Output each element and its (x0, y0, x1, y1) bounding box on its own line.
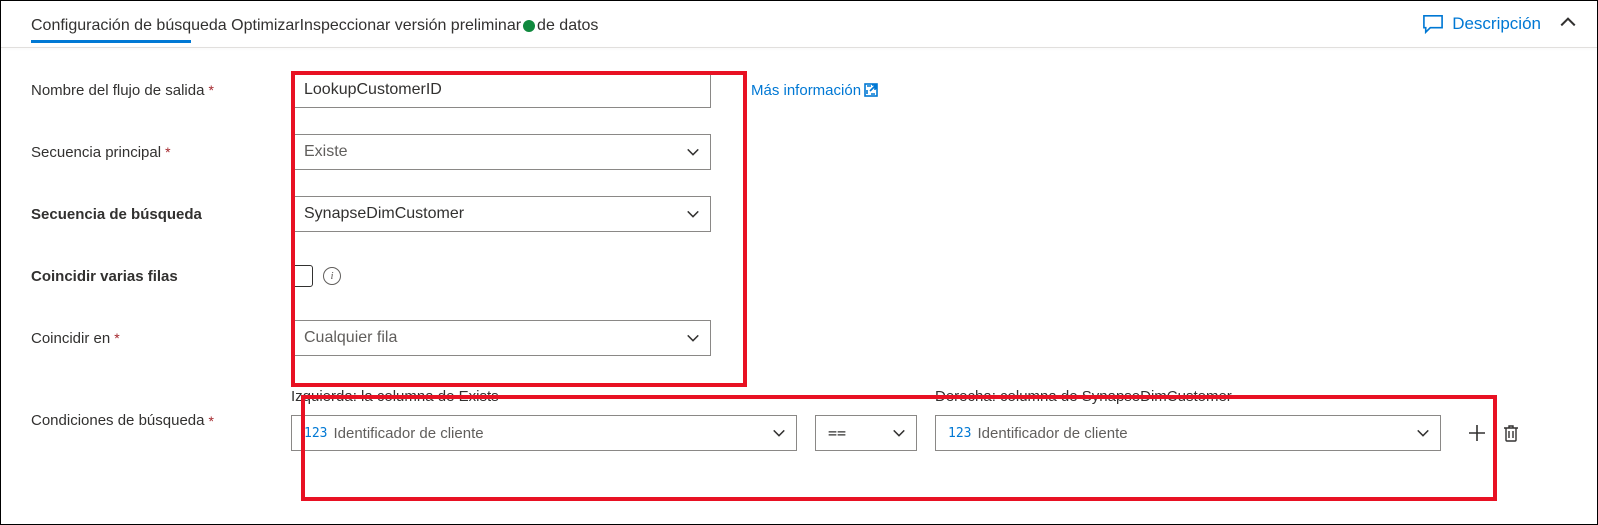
chevron-down-icon (686, 331, 700, 345)
primary-stream-select[interactable]: Existe (291, 134, 711, 170)
required-mark: * (208, 82, 213, 98)
match-on-select[interactable]: Cualquier fila (291, 320, 711, 356)
required-mark: * (208, 413, 213, 429)
comment-icon (1422, 14, 1444, 34)
active-tab-underline (31, 40, 191, 43)
label-text: Coincidir varias filas (31, 268, 178, 285)
row-output-stream-name: Nombre del flujo de salida * Más informa… (31, 68, 1567, 112)
more-info-link[interactable]: Más información (751, 82, 879, 99)
tab-optimize[interactable]: Optimizar (231, 11, 299, 41)
trash-icon (1502, 423, 1520, 443)
label-primary-stream: Secuencia principal * (31, 144, 291, 161)
label-match-multiple: Coincidir varias filas (31, 268, 291, 285)
label-text: Nombre del flujo de salida (31, 82, 204, 99)
label-lookup-stream: Secuencia de búsqueda (31, 206, 291, 223)
top-right-actions: Descripción (1422, 13, 1577, 34)
chevron-down-icon (1416, 426, 1430, 440)
left-column-select[interactable]: 123 Identificador de cliente (291, 415, 797, 451)
form-area: Nombre del flujo de salida * Más informa… (1, 48, 1597, 388)
condition-row: 123 Identificador de cliente == 123 Iden… (291, 415, 1567, 451)
label-output-stream-name: Nombre del flujo de salida * (31, 82, 291, 99)
delete-condition-button[interactable] (1499, 421, 1523, 445)
chevron-down-icon (892, 426, 906, 440)
chevron-up-icon[interactable] (1559, 13, 1577, 34)
description-link[interactable]: Descripción (1422, 14, 1541, 34)
info-icon[interactable]: i (323, 267, 341, 285)
tab-preview[interactable]: versión preliminar de datos (390, 11, 598, 41)
chevron-down-icon (686, 207, 700, 221)
label-text: Condiciones de búsqueda (31, 412, 204, 429)
column-name: Identificador de cliente (333, 425, 483, 442)
chevron-down-icon (772, 426, 786, 440)
right-column-select[interactable]: 123 Identificador de cliente (935, 415, 1441, 451)
label-match-on: Coincidir en * (31, 330, 291, 347)
right-column-header: Derecha: columna de SynapseDimCustomer (935, 388, 1441, 405)
label-text: Coincidir en (31, 330, 110, 347)
required-mark: * (114, 330, 119, 346)
type-badge: 123 (948, 426, 971, 441)
conditions-area: Condiciones de búsqueda * Izquierda: la … (1, 388, 1597, 451)
tabs-row: Configuración de búsqueda Optimizar Insp… (1, 1, 1597, 41)
label-text: Secuencia de búsqueda (31, 206, 202, 223)
select-value: SynapseDimCustomer (304, 205, 464, 223)
add-condition-button[interactable] (1465, 421, 1489, 445)
tab-inspect[interactable]: Inspeccionar (300, 11, 391, 41)
status-dot-icon (523, 20, 535, 32)
more-info-label: Más información (751, 82, 861, 99)
required-mark: * (165, 144, 170, 160)
description-label: Descripción (1452, 14, 1541, 34)
row-primary-stream: Secuencia principal * Existe (31, 130, 1567, 174)
lookup-stream-select[interactable]: SynapseDimCustomer (291, 196, 711, 232)
operator-select[interactable]: == (815, 415, 917, 451)
plus-icon (1467, 423, 1487, 443)
column-name: Identificador de cliente (977, 425, 1127, 442)
select-value: Cualquier fila (304, 329, 397, 347)
label-text: Secuencia principal (31, 144, 161, 161)
type-badge: 123 (304, 426, 327, 441)
row-match-multiple: Coincidir varias filas i (31, 254, 1567, 298)
tab-search-config[interactable]: Configuración de búsqueda (31, 11, 231, 41)
tab-label: de datos (537, 17, 598, 34)
row-match-on: Coincidir en * Cualquier fila (31, 316, 1567, 360)
tab-label: versión preliminar (395, 17, 521, 34)
chevron-down-icon (686, 145, 700, 159)
select-value: Existe (304, 143, 348, 161)
output-stream-name-input[interactable] (291, 72, 711, 108)
tab-label: Configuración de búsqueda (31, 17, 227, 34)
row-lookup-stream: Secuencia de búsqueda SynapseDimCustomer (31, 192, 1567, 236)
label-search-conditions: Condiciones de búsqueda * (31, 388, 291, 429)
left-column-header: Izquierda: la columna de Exists (291, 388, 797, 405)
match-multiple-checkbox[interactable] (291, 265, 313, 287)
operator-value: == (828, 424, 846, 442)
external-link-icon (863, 82, 879, 98)
condition-column-headers: Izquierda: la columna de Exists Derecha:… (291, 388, 1567, 405)
